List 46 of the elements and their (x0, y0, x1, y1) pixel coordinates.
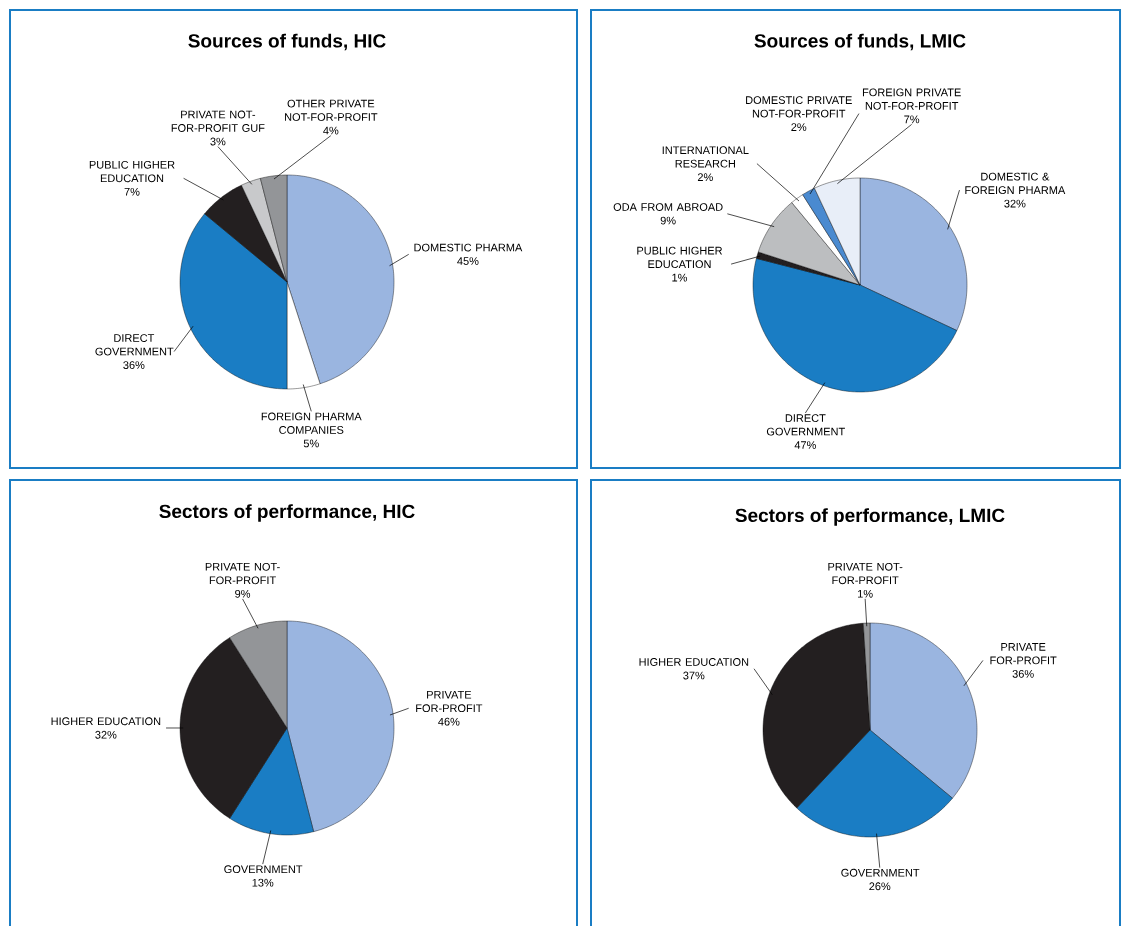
data-label: 5% (303, 439, 319, 448)
chart-title: Sources of funds, HIC (188, 33, 386, 51)
data-label: 9% (660, 216, 676, 225)
data-label: 36% (1012, 669, 1034, 678)
slice-label: PRIVATE FOR-PROFIT (416, 690, 483, 713)
data-label: 4% (323, 126, 339, 135)
data-label: 1% (858, 589, 873, 598)
chart-title: Sectors of performance, HIC (159, 504, 415, 522)
data-label: 36% (123, 361, 145, 369)
slice-label: DOMESTIC PHARMA (414, 243, 523, 252)
data-label: 32% (95, 730, 117, 739)
data-label: 45% (457, 257, 479, 265)
slice-label: FOREIGN PRIVATE NOT-FOR-PROFIT (862, 88, 961, 110)
slice-label: PRIVATE FOR-PROFIT (990, 643, 1057, 665)
data-label: 37% (683, 671, 705, 680)
data-label: 2% (791, 123, 807, 131)
slice-label: FOREIGN PHARMA COMPANIES (261, 412, 362, 434)
slice-label: OTHER PRIVATE NOT-FOR-PROFIT (285, 99, 378, 121)
data-label: 7% (124, 187, 140, 196)
slice-label: GOVERNMENT (841, 868, 920, 877)
slice-label: PRIVATE NOT-FOR-PROFIT (828, 562, 903, 585)
slice-label: ODA FROM ABROAD (613, 203, 723, 211)
data-label: 26% (869, 882, 891, 891)
data-label: 9% (235, 589, 251, 598)
slice-label: DIRECT GOVERNMENT (95, 334, 174, 356)
data-label: 7% (904, 115, 920, 124)
slice-label: HIGHER EDUCATION (639, 658, 749, 666)
slice-label: PUBLIC HIGHER EDUCATION (89, 160, 175, 183)
slice-label: PRIVATE NOT-FOR-PROFIT GUF (171, 110, 265, 132)
chart-title: Sources of funds, LMIC (754, 33, 966, 51)
slice-label: HIGHER EDUCATION (51, 717, 161, 726)
slice-label: PRIVATE NOT-FOR-PROFIT (205, 562, 280, 585)
slice-label: DIRECT GOVERNMENT (766, 414, 845, 436)
data-label: 2% (697, 173, 713, 181)
data-label: 13% (252, 878, 274, 887)
data-label: 3% (210, 137, 226, 146)
data-label: 1% (672, 273, 688, 282)
data-label: 32% (1004, 199, 1026, 208)
slice-label: DOMESTIC & FOREIGN PHARMA (965, 172, 1066, 194)
slice-label: DOMESTIC PRIVATE NOT-FOR-PROFIT (746, 96, 852, 118)
chart-title: Sectors of performance, LMIC (735, 508, 1005, 526)
slice-label: GOVERNMENT (224, 865, 303, 874)
slice-label: PUBLIC HIGHER EDUCATION (637, 246, 723, 269)
data-label: 46% (438, 717, 460, 726)
data-label: 47% (794, 441, 816, 449)
slice-label: INTERNATIONAL RESEARCH (662, 146, 749, 168)
